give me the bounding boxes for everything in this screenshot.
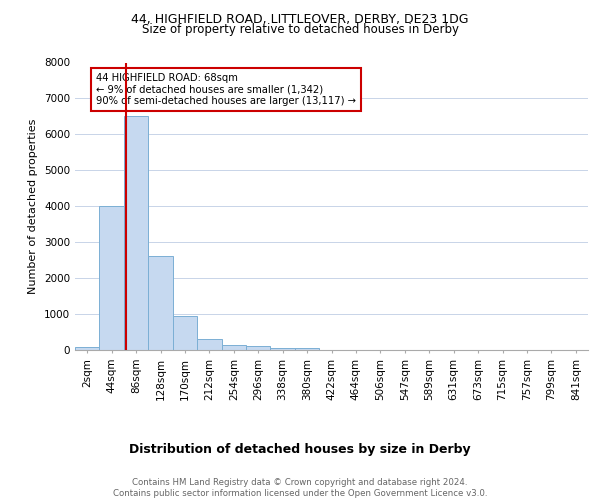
Text: 44 HIGHFIELD ROAD: 68sqm
← 9% of detached houses are smaller (1,342)
90% of semi: 44 HIGHFIELD ROAD: 68sqm ← 9% of detache… bbox=[95, 72, 356, 106]
Bar bbox=[295, 348, 319, 350]
Bar bbox=[197, 339, 221, 350]
Text: Size of property relative to detached houses in Derby: Size of property relative to detached ho… bbox=[142, 22, 458, 36]
Bar bbox=[271, 348, 295, 350]
Text: Contains HM Land Registry data © Crown copyright and database right 2024.
Contai: Contains HM Land Registry data © Crown c… bbox=[113, 478, 487, 498]
Y-axis label: Number of detached properties: Number of detached properties bbox=[28, 118, 38, 294]
Bar bbox=[221, 346, 246, 350]
Text: Distribution of detached houses by size in Derby: Distribution of detached houses by size … bbox=[129, 442, 471, 456]
Bar bbox=[148, 256, 173, 350]
Text: 44, HIGHFIELD ROAD, LITTLEOVER, DERBY, DE23 1DG: 44, HIGHFIELD ROAD, LITTLEOVER, DERBY, D… bbox=[131, 12, 469, 26]
Bar bbox=[124, 116, 148, 350]
Bar bbox=[246, 346, 271, 350]
Bar bbox=[173, 316, 197, 350]
Bar bbox=[100, 206, 124, 350]
Bar bbox=[75, 347, 100, 350]
